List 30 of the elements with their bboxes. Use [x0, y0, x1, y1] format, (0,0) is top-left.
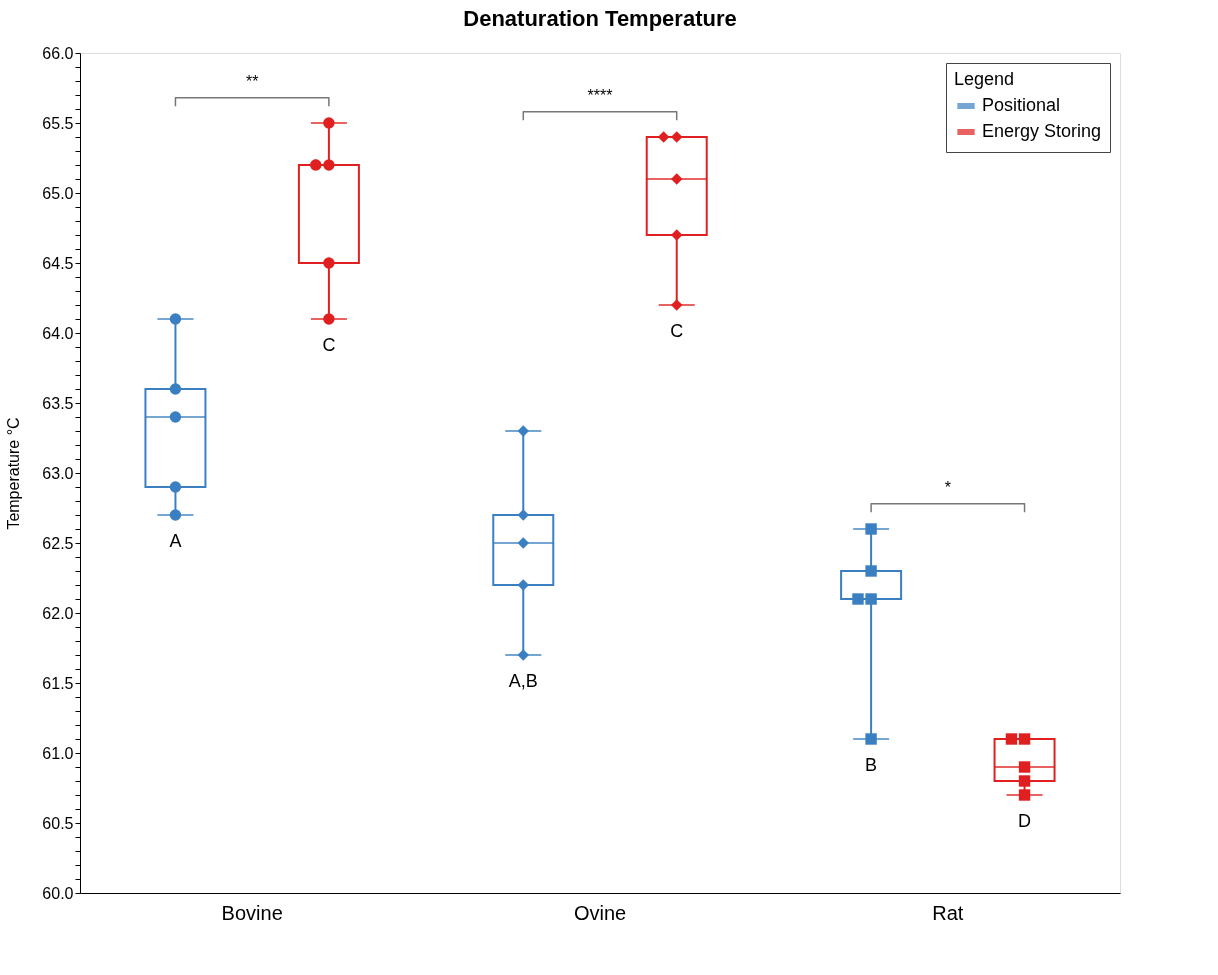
y-tick-label: 63.5	[42, 394, 74, 412]
legend-label: Positional	[982, 95, 1061, 115]
legend-title: Legend	[954, 69, 1015, 89]
x-tick-label: Rat	[932, 901, 964, 924]
annotation: B	[865, 755, 878, 775]
y-tick-label: 60.5	[42, 814, 74, 832]
y-tick-label: 61.0	[42, 744, 74, 762]
y-tick-label: 64.5	[42, 254, 74, 272]
y-tick-label: 62.0	[42, 604, 74, 622]
y-tick-label: 60.0	[42, 884, 74, 902]
y-tick-label: 66.0	[42, 44, 74, 62]
annotation: ****	[587, 86, 613, 104]
y-tick-label: 65.5	[42, 114, 74, 132]
x-tick-label: Bovine	[221, 901, 283, 924]
y-tick-label: 64.0	[42, 324, 74, 342]
y-tick-label: 63.0	[42, 464, 74, 482]
annotation: A,B	[508, 671, 538, 691]
annotation: A	[169, 531, 182, 551]
annotation: C	[670, 321, 684, 341]
annotation: **	[245, 72, 259, 90]
y-tick-label: 65.0	[42, 184, 74, 202]
y-tick-label: 62.5	[42, 534, 74, 552]
y-tick-label: 61.5	[42, 674, 74, 692]
x-tick-label: Ovine	[573, 901, 627, 924]
y-axis-title: Temperature °C	[5, 417, 23, 530]
annotation: *	[944, 478, 951, 496]
annotation: C	[322, 335, 336, 355]
annotation: D	[1018, 811, 1032, 831]
chart-title: Denaturation Temperature	[463, 6, 737, 31]
legend-label: Energy Storing	[982, 121, 1102, 141]
